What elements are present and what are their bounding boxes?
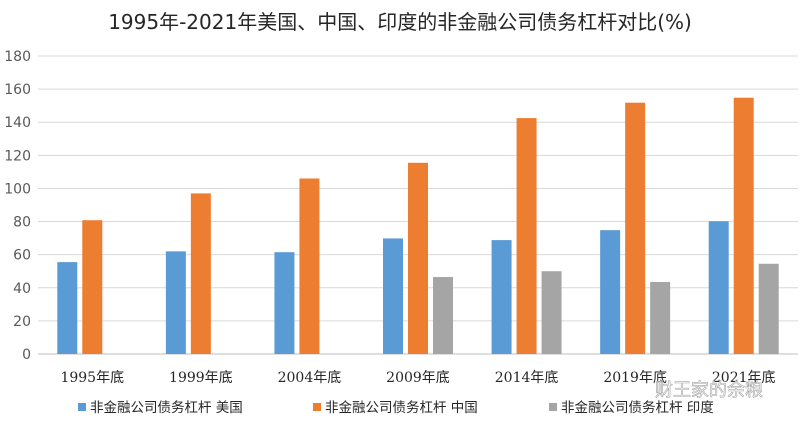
bar-2 (516, 118, 537, 354)
bar-1 (165, 251, 186, 354)
legend-swatch (313, 403, 321, 411)
legend-label: 非金融公司债务杠杆 中国 (325, 400, 478, 416)
watermark-text: 财王家的余粮 (655, 380, 763, 401)
bar-2 (82, 220, 103, 354)
bar-1 (57, 262, 78, 354)
legend: 非金融公司债务杠杆 美国 非金融公司债务杠杆 中国 非金融公司债务杠杆 印度 (78, 400, 714, 416)
bar-2 (408, 162, 428, 354)
y-tick-label: 60 (13, 248, 31, 264)
bar-3 (758, 263, 779, 354)
legend-swatch (549, 403, 557, 411)
y-tick-label: 40 (13, 281, 31, 297)
x-tick-label: 1995年底 (60, 370, 124, 386)
bar-1 (274, 252, 295, 354)
bar-3 (541, 271, 562, 354)
bar-2 (625, 102, 646, 354)
chart-title: 1995年-2021年美国、中国、印度的非金融公司债务杠杆对比(%) (108, 10, 692, 34)
y-tick-label: 100 (4, 181, 31, 197)
bar-2 (190, 193, 211, 354)
bar-1 (708, 221, 729, 354)
y-tick-label: 160 (4, 82, 31, 98)
bars (57, 97, 779, 354)
x-tick-label: 2014年底 (495, 370, 559, 386)
y-tick-label: 80 (13, 215, 31, 231)
bar-1 (600, 230, 621, 354)
bar-1 (383, 238, 403, 354)
y-tick-label: 180 (4, 49, 31, 65)
y-tick-label: 140 (4, 115, 31, 131)
x-tick-label: 2021年底 (712, 370, 776, 386)
legend-swatch (78, 403, 86, 411)
bar-3 (650, 281, 671, 354)
bar-2 (299, 178, 320, 354)
bar-1 (491, 240, 512, 354)
y-axis-ticks: 0 20 40 60 80 100 120 140 160 180 (4, 49, 31, 363)
bar-3 (433, 277, 453, 354)
x-tick-label: 1999年底 (169, 370, 233, 386)
x-tick-label: 2019年底 (603, 370, 667, 386)
legend-label: 非金融公司债务杠杆 印度 (561, 400, 714, 416)
y-tick-label: 20 (13, 314, 31, 330)
legend-label: 非金融公司债务杠杆 美国 (90, 400, 243, 416)
x-axis-ticks: 1995年底 1999年底 2004年底 2009年底 2014年底 2019年底 2021… (60, 370, 775, 386)
bar-2 (733, 97, 754, 354)
y-tick-label: 120 (4, 148, 31, 164)
y-tick-label: 0 (22, 347, 31, 363)
x-tick-label: 2004年底 (278, 370, 342, 386)
x-tick-label: 2009年底 (386, 370, 450, 386)
